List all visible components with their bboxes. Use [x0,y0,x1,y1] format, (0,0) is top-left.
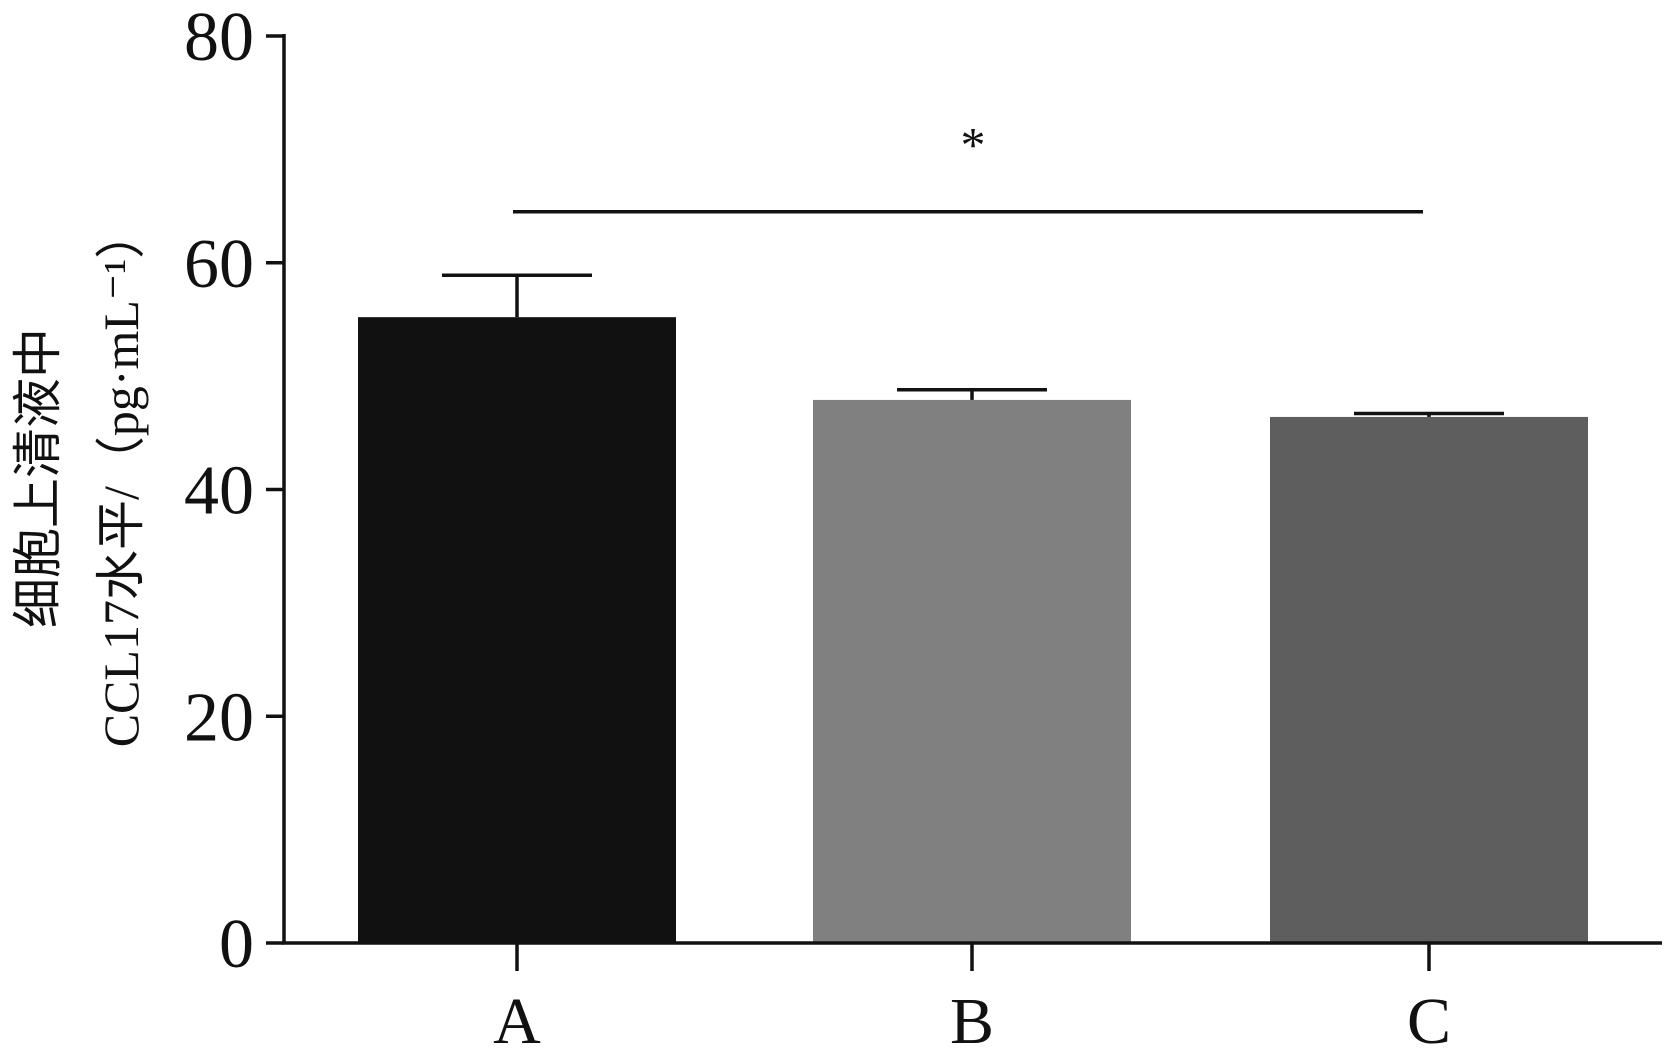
y-tick-label: 80 [184,0,254,76]
significance-label: * [961,117,986,173]
y-tick-label: 40 [184,453,254,530]
y-tick-label: 20 [184,679,254,756]
x-tick-label-B: B [950,985,994,1058]
x-tick-label-A: A [493,985,541,1058]
bar-C [1270,416,1588,943]
bar-A [358,317,676,943]
y-tick-label: 60 [184,226,254,303]
y-axis-label: 细胞上清液中 CCL17水平/（pg·mL⁻¹） [10,209,149,748]
x-tick-label-C: C [1407,985,1451,1058]
y-axis-label-line1: 细胞上清液中 [10,328,66,628]
bar-B [813,399,1131,944]
y-axis-label-line2: CCL17水平/（pg·mL⁻¹） [93,209,149,748]
plot-area: 0 20 40 60 80 A B C * [184,0,1662,1058]
y-tick-label: 0 [219,906,254,983]
